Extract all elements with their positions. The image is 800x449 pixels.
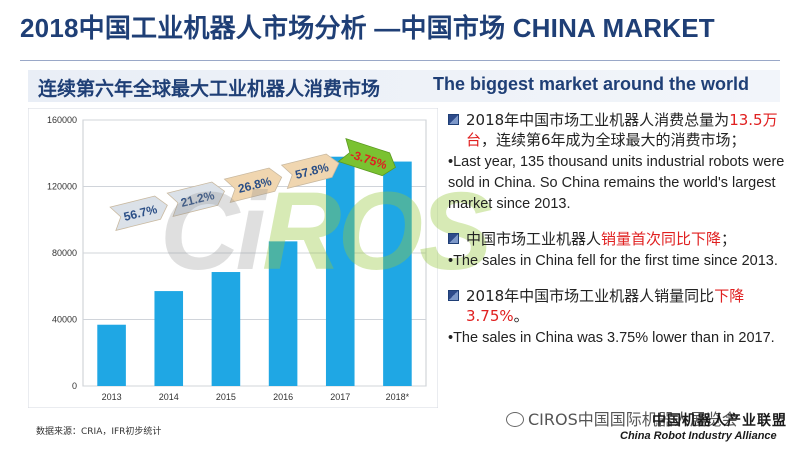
bar	[383, 161, 412, 386]
bar	[325, 156, 355, 386]
x-tick-label: 2018*	[386, 392, 410, 402]
subtitle-bar	[28, 70, 780, 102]
subtitle-cn: 连续第六年全球最大工业机器人消费市场	[38, 78, 381, 100]
bullet-text: 2018年中国市场工业机器人消费总量为	[466, 111, 730, 129]
bullet-square-icon	[448, 233, 459, 244]
ciros-watermark: CiROS	[160, 168, 492, 295]
x-tick-label: 2016	[273, 392, 293, 402]
brand-text: CIROS中国国际机器人展览会	[528, 410, 738, 429]
bullet-text: ；	[721, 230, 737, 248]
bullet-text: 。	[513, 307, 529, 325]
x-tick-label: 2013	[102, 392, 122, 402]
x-tick-label: 2014	[159, 392, 179, 402]
x-tick-label: 2017	[330, 392, 350, 402]
bullet-square-icon	[448, 114, 459, 125]
bullet-text: ，连续第6年成为全球最大的消费市场；	[481, 131, 746, 149]
bullet-cn-2: 中国市场工业机器人销量首次同比下降；	[448, 229, 788, 249]
growth-arrow-shape	[337, 138, 396, 177]
page-title: 2018中国工业机器人市场分析 —中国市场 CHINA MARKET	[20, 13, 715, 43]
bullet-highlight: 下降3.75%	[466, 287, 745, 325]
bar	[97, 324, 126, 386]
growth-arrow-negative: -3.75%	[337, 138, 396, 177]
growth-arrow: 26.8%	[223, 167, 283, 203]
bullet-highlight: 销量首次同比下降	[601, 230, 722, 248]
bullet-en-2: •The sales in China fell for the first t…	[448, 253, 778, 269]
bullet-list: 2018年中国市场工业机器人消费总量为13.5万台，连续第6年成为全球最大的消费…	[448, 110, 788, 349]
sales-bar-chart: 0 40000 80000 120000 160000 2013 2014 2015 2016 2…	[28, 108, 438, 408]
alliance-logo-cn: 中国机器人产业联盟	[652, 413, 787, 429]
bullet-square-icon	[448, 290, 459, 301]
wechat-icon	[506, 412, 524, 427]
bullet-en-1: •Last year, 135 thousand units industria…	[448, 154, 785, 212]
alliance-logo-en: China Robot Industry Alliance	[620, 430, 777, 442]
y-tick-label: 80000	[52, 248, 77, 258]
subtitle-en: The biggest market around the world	[433, 74, 750, 94]
watermark-part-b: ROS	[262, 170, 492, 293]
bullet-text: 2018年中国市场工业机器人销量同比	[466, 287, 715, 305]
data-source: 数据来源：CRIA，IFR初步统计	[36, 427, 162, 437]
growth-arrow-shape	[166, 181, 226, 217]
growth-arrow-shape	[223, 167, 283, 203]
wechat-brand: CIROS中国国际机器人展览会	[506, 406, 738, 430]
growth-arrow: 56.7%	[109, 195, 168, 231]
watermark-part-a: Ci	[160, 170, 266, 293]
growth-arrow-shape	[109, 195, 168, 231]
bullet-highlight: 13.5万台	[466, 111, 778, 149]
y-tick-label: 160000	[47, 115, 77, 125]
growth-arrow: 57.8%	[280, 153, 340, 189]
x-tick-label: 2015	[216, 392, 236, 402]
bar	[154, 291, 184, 386]
bar	[211, 272, 241, 386]
growth-arrow-shape	[280, 153, 340, 189]
y-tick-label: 0	[72, 381, 77, 391]
bullet-cn-1: 2018年中国市场工业机器人消费总量为13.5万台，连续第6年成为全球最大的消费…	[448, 110, 788, 150]
title-divider	[20, 60, 780, 61]
bullet-text: 中国市场工业机器人	[466, 230, 602, 248]
growth-arrow: 21.2%	[166, 181, 226, 217]
y-tick-label: 120000	[47, 182, 77, 192]
bullet-en-3: •The sales in China was 3.75% lower than…	[448, 330, 775, 346]
y-tick-label: 40000	[52, 315, 77, 325]
bullet-cn-3: 2018年中国市场工业机器人销量同比下降3.75%。	[448, 286, 788, 326]
bar	[268, 241, 298, 386]
